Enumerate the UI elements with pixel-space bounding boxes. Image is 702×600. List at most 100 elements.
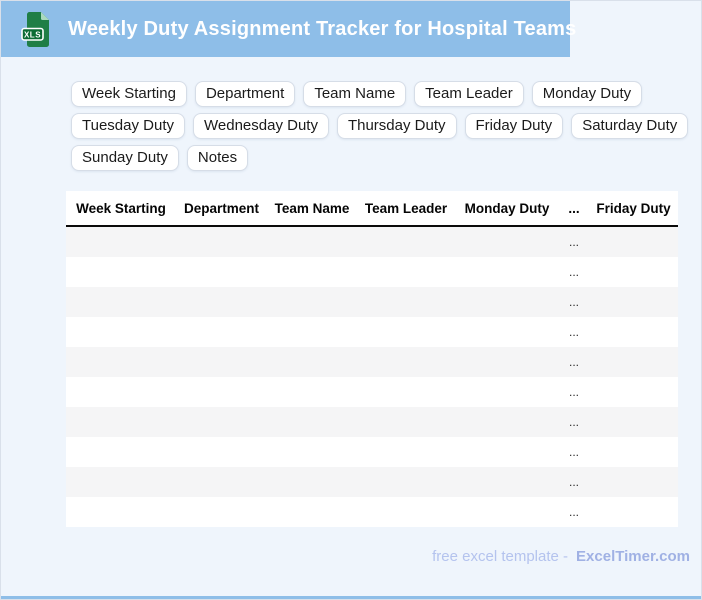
table-cell: [267, 287, 357, 317]
table-cell: [357, 227, 455, 257]
table-cell: [267, 377, 357, 407]
table-cell: [589, 317, 678, 347]
table-row: ...: [66, 227, 678, 257]
table-cell: [176, 227, 267, 257]
table-cell-dots: ...: [568, 475, 579, 489]
table-header-row: Week Starting Department Team Name Team Lea…: [66, 191, 678, 227]
chip-notes: Notes: [186, 145, 249, 171]
table-cell: [66, 377, 176, 407]
chip-sunday-duty: Sunday Duty: [71, 145, 179, 171]
table-cell: [176, 257, 267, 287]
table-cell-dots: ...: [568, 415, 579, 429]
table-cell: [267, 317, 357, 347]
table-cell: [267, 407, 357, 437]
table-cell: [176, 377, 267, 407]
table-cell: [357, 497, 455, 527]
chip-team-leader: Team Leader: [414, 81, 524, 107]
xls-icon-label: XLS: [24, 30, 41, 39]
table-cell: [66, 287, 176, 317]
table-cell: [589, 347, 678, 377]
column-header-week-starting: Week Starting: [76, 200, 166, 216]
table-row: ...: [66, 317, 678, 347]
table-cell: [455, 227, 559, 257]
table-cell: [176, 347, 267, 377]
table-cell-dots: ...: [568, 265, 579, 279]
table-cell: [357, 317, 455, 347]
chip-row: Tuesday Duty Wednesday Duty Thursday Duty F…: [71, 113, 689, 139]
table-cell: [66, 407, 176, 437]
table-cell: [357, 467, 455, 497]
table-cell: [455, 467, 559, 497]
table-cell-dots: ...: [568, 385, 579, 399]
table-cell: [357, 377, 455, 407]
table-cell-dots: ...: [568, 295, 579, 309]
table-cell: [357, 407, 455, 437]
table-cell: [267, 497, 357, 527]
table-row: ...: [66, 377, 678, 407]
column-header-friday-duty: Friday Duty: [596, 200, 671, 216]
table-cell: [455, 377, 559, 407]
table-cell-dots: ...: [568, 235, 579, 249]
brand-link[interactable]: ExcelTimer.com: [576, 548, 690, 565]
table-cell: [455, 317, 559, 347]
table-cell: [357, 257, 455, 287]
column-header-department: Department: [183, 200, 259, 216]
table-cell-dots: ...: [568, 355, 579, 369]
bottom-accent-strip: [1, 596, 701, 599]
table-cell-dots: ...: [568, 325, 579, 339]
chip-week-starting: Week Starting: [71, 81, 187, 107]
column-header-dots: ...: [568, 200, 580, 216]
table-cell: [66, 497, 176, 527]
table-cell: [455, 287, 559, 317]
table-cell: [455, 347, 559, 377]
table-cell: [176, 497, 267, 527]
field-chips: Week Starting Department Team Name Team Lea…: [71, 81, 689, 177]
table-cell: [455, 407, 559, 437]
table-row: ...: [66, 407, 678, 437]
column-header-team-name: Team Name: [274, 200, 350, 216]
table-cell-dots: ...: [568, 505, 579, 519]
footer-text: free excel template -: [432, 548, 569, 565]
chip-row: Sunday Duty Notes: [71, 145, 688, 171]
table-cell: [267, 467, 357, 497]
table-cell: [176, 407, 267, 437]
table-cell: [66, 437, 176, 467]
table-cell: [66, 317, 176, 347]
table-cell: [66, 227, 176, 257]
table-cell: [176, 467, 267, 497]
table-cell: [589, 287, 678, 317]
chip-monday-duty: Monday Duty: [531, 81, 643, 107]
table-cell: [66, 257, 176, 287]
table-row: ...: [66, 467, 678, 497]
table-row: ...: [66, 347, 678, 377]
table-cell: [589, 407, 678, 437]
table-cell: [176, 317, 267, 347]
chip-friday-duty: Friday Duty: [464, 113, 564, 139]
chip-row: Week Starting Department Team Name Team Lea…: [71, 81, 688, 107]
table-cell: [455, 257, 559, 287]
table-cell: [589, 437, 678, 467]
table-row: ...: [66, 497, 678, 527]
table-cell: [267, 227, 357, 257]
table-cell: [589, 227, 678, 257]
table-cell: [66, 467, 176, 497]
chip-thursday-duty: Thursday Duty: [336, 113, 457, 139]
header-bar: XLS Weekly Duty Assignment Tracker for H…: [1, 1, 576, 57]
table-cell: [455, 497, 559, 527]
table-cell: [589, 467, 678, 497]
table-row: ...: [66, 287, 678, 317]
table-cell: [455, 437, 559, 467]
table-cell: [589, 257, 678, 287]
page-title: Weekly Duty Assignment Tracker for Hospi…: [68, 17, 577, 40]
column-header-team-leader: Team Leader: [364, 200, 448, 216]
table-cell: [589, 377, 678, 407]
table-cell: [589, 497, 678, 527]
table-cell: [357, 287, 455, 317]
xls-file-icon: XLS: [21, 12, 49, 47]
table-cell: [176, 437, 267, 467]
column-header-monday-duty: Monday Duty: [464, 200, 550, 216]
table-body: ..............................: [66, 227, 678, 527]
table-cell: [357, 437, 455, 467]
chip-department: Department: [194, 81, 296, 107]
chip-tuesday-duty: Tuesday Duty: [71, 113, 185, 139]
